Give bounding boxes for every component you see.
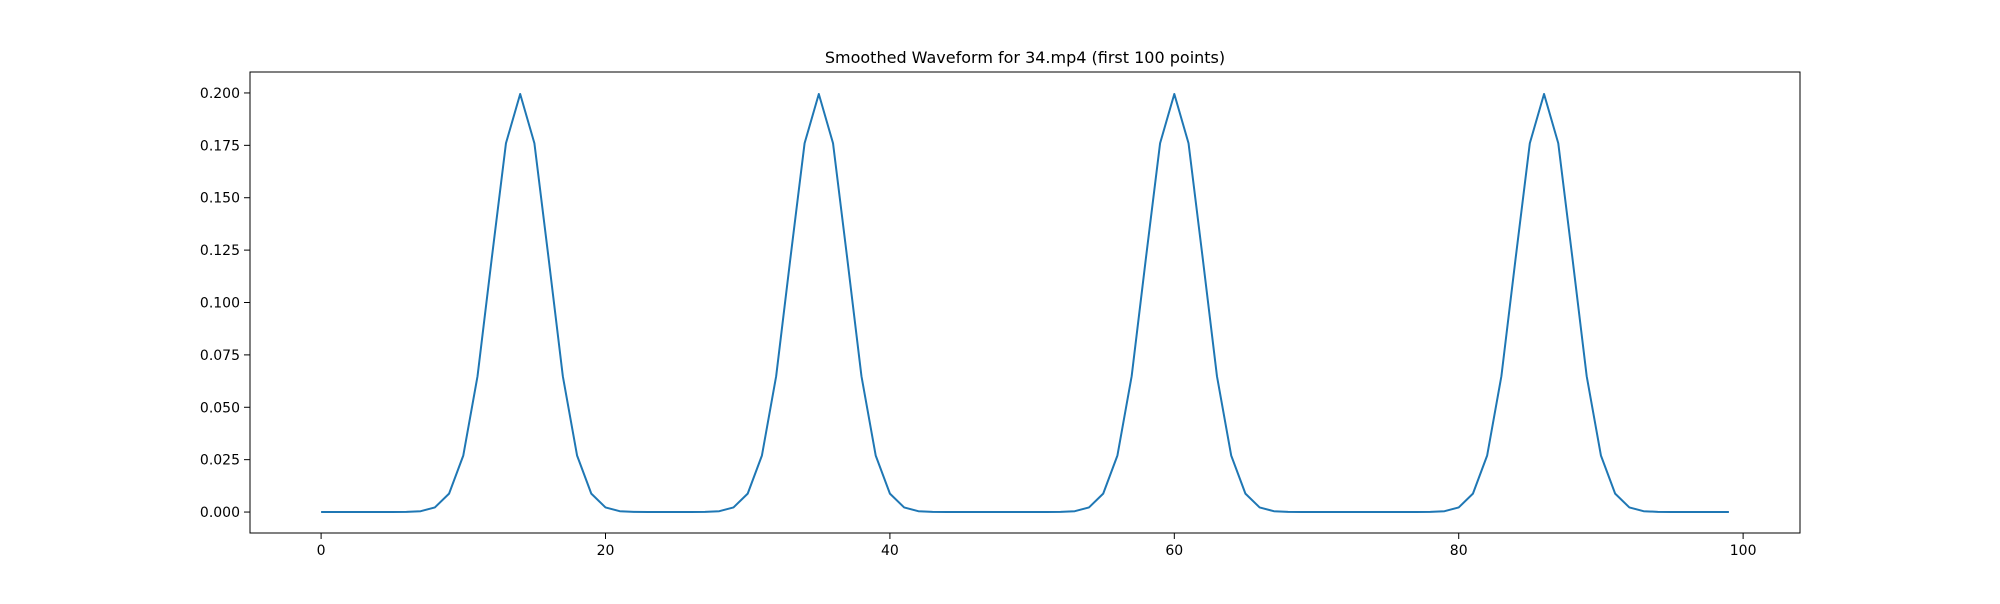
y-tick-label: 0.150 [200,191,240,207]
y-tick-label: 0.025 [200,453,240,469]
x-tick-label: 60 [1165,543,1183,559]
x-tick-label: 20 [597,543,615,559]
x-tick-label: 40 [881,543,899,559]
chart-title: Smoothed Waveform for 34.mp4 (first 100 … [825,48,1225,67]
y-tick-label: 0.075 [200,348,240,364]
y-tick-label: 0.200 [200,86,240,102]
x-tick-label: 100 [1730,543,1757,559]
y-tick-label: 0.050 [200,400,240,416]
y-tick-label: 0.125 [200,243,240,259]
series-line [321,93,1729,514]
y-tick-label: 0.175 [200,138,240,154]
y-tick-label: 0.100 [200,296,240,312]
x-tick-label: 80 [1450,543,1468,559]
y-tick-label: 0.000 [200,505,240,521]
x-tick-label: 0 [317,543,326,559]
plot-area: 0 20 40 60 80 100 0.000 0.025 0.050 0.075 0.100 0.1… [200,71,1801,559]
